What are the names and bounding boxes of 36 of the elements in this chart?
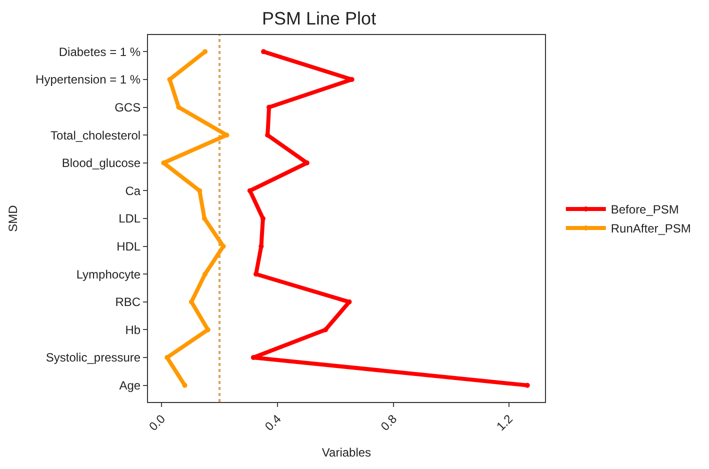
point [202, 49, 208, 54]
y-tick-label: Total_cholesterol [50, 128, 141, 142]
point [260, 216, 266, 221]
x-tick-label: 1.2 [494, 412, 516, 434]
chart-title: PSM Line Plot [262, 8, 376, 28]
y-tick-label: LDL [118, 212, 141, 226]
point [202, 216, 207, 221]
y-tick-label: HDL [116, 240, 141, 254]
y-tick-label: GCS [114, 100, 141, 114]
point [220, 244, 226, 249]
point [202, 272, 208, 277]
legend-label: Before_PSM [610, 202, 679, 217]
x-tick-label: 0.0 [146, 412, 168, 434]
y-tick-label: Hb [125, 322, 141, 337]
y-tick-label: Lymphocyte [76, 267, 141, 282]
y-tick-label: Systolic_pressure [46, 350, 141, 365]
point [176, 104, 182, 110]
y-tick-label: RBC [115, 295, 141, 310]
point [188, 299, 194, 304]
y-axis-title: SMD [6, 204, 20, 232]
y-tick-label: Age [119, 378, 141, 393]
x-axis-title: Variables [322, 445, 372, 460]
legend-label: RunAfter_PSM [610, 222, 691, 236]
y-tick-label: Diabetes = 1 % [58, 44, 141, 59]
x-tick-label: 0.4 [262, 412, 284, 434]
x-tick-label: 0.8 [378, 412, 400, 434]
point [323, 327, 328, 332]
point [254, 272, 259, 277]
y-tick-label: Blood_glucose [62, 156, 141, 170]
y-tick-label: Hypertension = 1 % [36, 72, 141, 87]
point [197, 188, 202, 194]
point [182, 382, 188, 388]
y-tick-label: Ca [125, 184, 141, 198]
point [265, 132, 270, 138]
point [167, 76, 172, 82]
point [261, 49, 266, 54]
